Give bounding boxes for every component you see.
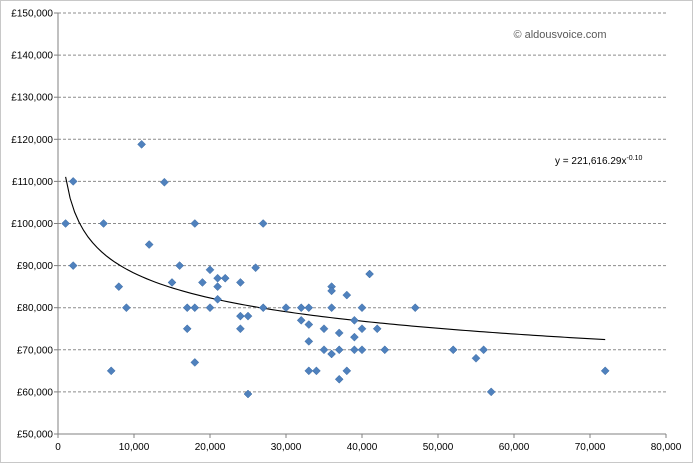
data-point: [357, 303, 367, 313]
data-point: [334, 374, 344, 384]
data-point: [319, 345, 329, 355]
data-point: [350, 332, 359, 342]
x-tick-label: 30,000: [271, 442, 302, 453]
data-point: [334, 328, 344, 338]
x-tick-label: 50,000: [423, 442, 454, 453]
data-point: [304, 320, 314, 329]
y-tick-label: £140,000: [11, 51, 53, 62]
data-point: [190, 358, 200, 367]
data-point: [365, 269, 374, 279]
data-point: [205, 265, 215, 275]
data-point: [106, 366, 116, 376]
data-point: [448, 345, 458, 355]
data-point: [198, 278, 207, 287]
data-point: [251, 263, 260, 273]
data-point: [342, 366, 352, 376]
data-point: [334, 345, 344, 355]
x-tick-label: 0: [55, 442, 61, 453]
trendline: [65, 176, 606, 341]
x-tick-label: 80,000: [651, 442, 682, 453]
x-tick-label: 70,000: [575, 442, 606, 453]
data-point: [182, 303, 192, 313]
data-points: [61, 139, 610, 399]
data-point: [304, 337, 314, 346]
data-point: [144, 240, 154, 249]
y-tick-label: £130,000: [11, 93, 53, 104]
y-tick-label: £90,000: [17, 261, 54, 272]
data-point: [213, 273, 222, 283]
data-point: [471, 353, 481, 363]
data-point: [350, 345, 359, 355]
data-point: [68, 177, 78, 186]
data-point: [236, 324, 245, 334]
x-tick-label: 20,000: [195, 442, 226, 453]
data-point: [296, 303, 306, 313]
data-point: [190, 303, 200, 313]
y-tick-label: £150,000: [11, 9, 53, 20]
data-point: [213, 294, 222, 304]
data-point: [205, 303, 215, 313]
data-point: [342, 290, 352, 300]
data-point: [304, 303, 314, 313]
data-point: [357, 324, 367, 334]
data-point: [296, 315, 306, 325]
data-point: [304, 366, 314, 376]
watermark: © aldousvoice.com: [513, 29, 606, 41]
trendline-equation-base: y = 221,616.29x: [555, 156, 626, 167]
data-point: [175, 261, 184, 270]
data-point: [137, 139, 146, 149]
x-axis-ticks: 0 10,000 20,000 30,000 40,000 50,000 60,000 70,…: [55, 434, 682, 453]
data-point: [167, 278, 177, 287]
trendline-group: [65, 176, 606, 341]
data-point: [114, 282, 124, 292]
trendline-equation: y = 221,616.29x-0.10: [555, 155, 643, 167]
y-tick-label: £120,000: [11, 135, 53, 146]
data-point: [357, 345, 367, 355]
data-point: [486, 387, 496, 397]
data-point: [99, 219, 108, 228]
y-tick-label: £70,000: [17, 345, 54, 356]
data-point: [190, 219, 200, 228]
y-tick-label: £50,000: [17, 430, 54, 441]
trendline-equation-exponent: -0.10: [626, 155, 642, 162]
data-point: [61, 219, 70, 228]
y-tick-label: £80,000: [17, 303, 54, 314]
data-point: [258, 303, 268, 313]
x-tick-label: 40,000: [347, 442, 378, 453]
data-point: [236, 311, 245, 321]
y-tick-label: £100,000: [11, 219, 53, 230]
data-point: [350, 315, 359, 325]
data-point: [243, 389, 253, 399]
data-point: [220, 273, 230, 283]
data-point: [312, 366, 321, 376]
data-point: [213, 282, 222, 292]
data-point: [410, 303, 420, 313]
data-point: [182, 324, 192, 334]
data-point: [281, 303, 291, 313]
x-tick-label: 10,000: [119, 442, 150, 453]
data-point: [327, 286, 336, 296]
data-point: [319, 324, 329, 334]
x-tick-label: 60,000: [499, 442, 530, 453]
data-point: [258, 219, 268, 228]
data-point: [327, 303, 336, 313]
grid-lines: [58, 12, 666, 393]
data-point: [600, 366, 610, 376]
data-point: [243, 311, 253, 321]
y-axis-ticks: £50,000 £60,000 £70,000 £80,000 £90,000 £100,…: [11, 9, 58, 441]
data-point: [479, 345, 488, 355]
data-point: [68, 261, 78, 270]
y-tick-label: £60,000: [17, 387, 54, 398]
data-point: [160, 177, 169, 187]
data-point: [122, 303, 131, 313]
data-point: [327, 349, 336, 359]
data-point: [236, 278, 245, 287]
data-point: [372, 324, 382, 334]
data-point: [380, 345, 390, 355]
y-tick-label: £110,000: [12, 177, 53, 188]
